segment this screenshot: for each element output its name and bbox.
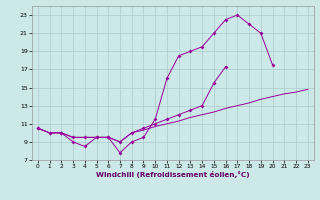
X-axis label: Windchill (Refroidissement éolien,°C): Windchill (Refroidissement éolien,°C)	[96, 171, 250, 178]
